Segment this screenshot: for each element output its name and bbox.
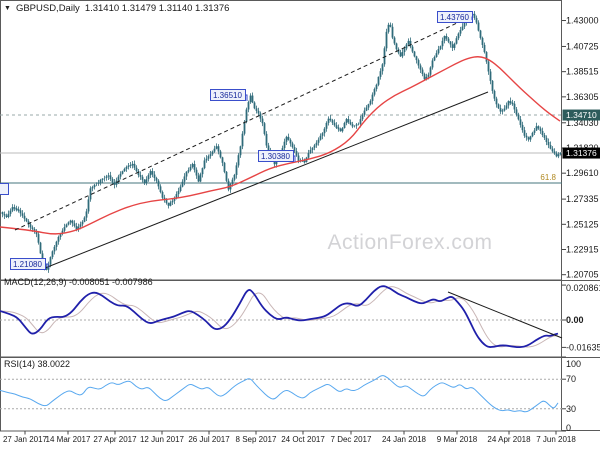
y-axis-tick-label: 1.34030 [566,118,599,128]
date-tick-label: 24 Apr 2018 [487,435,531,444]
price-label-text: 1.36510 [213,91,242,100]
price-label-connector [471,16,473,20]
date-tick-label: 14 Mar 2017 [46,435,91,444]
macd-trendline [447,291,563,339]
macd-axis-label: 0.00 [566,315,584,325]
date-tick-label: 7 Jun 2018 [536,435,576,444]
y-axis-tick-label: 1.27335 [566,194,599,204]
current-price-axis-label: 1.31376 [566,148,597,158]
date-tick-label: 7 Dec 2017 [331,435,372,444]
price-label-text: 1.43760 [440,13,469,22]
date-tick-label: 24 Oct 2017 [281,435,325,444]
rsi-axis-label: 30 [566,404,576,414]
current-price-axis-label-box [562,147,600,159]
date-tick-label: 27 Apr 2017 [93,435,137,444]
price-label-text: 1.30380 [261,152,290,161]
resistance-axis-label: 1.34710 [566,110,597,120]
y-axis-tick-label: 1.29610 [566,168,599,178]
y-axis-tick-label: 1.22915 [566,245,599,255]
macd-axis-label: 0.020861 [566,283,600,293]
y-axis-tick-label: 1.36305 [566,92,599,102]
date-tick-label: 26 Jul 2017 [188,435,230,444]
price-label-text: 1.21080 [13,260,42,269]
date-tick-label: 9 Mar 2018 [437,435,478,444]
macd-line [0,285,559,349]
symbol-timeframe-label: GBPUSD,Daily [15,3,80,14]
y-axis-tick-label: 1.38515 [566,67,599,77]
rsi-axis-label: 100 [566,359,581,369]
y-axis-tick-label: 1.20705 [566,270,599,280]
date-tick-label: 27 Jan 2017 [3,435,48,444]
moving-average-line [0,56,561,235]
macd-indicator-label: MACD(12,26,9) -0.008051 -0.007986 [4,277,153,287]
date-tick-label: 8 Sep 2017 [236,435,277,444]
price-label-connector [45,263,49,268]
chart-title-bar: ▼ GBPUSD,Daily 1.31410 1.31479 1.31140 1… [4,3,229,14]
rsi-axis-label: 0 [566,423,571,433]
ohlc-values-label: 1.31410 1.31479 1.31140 1.31376 [84,3,230,14]
fib-level-label: 61.8 [540,173,556,182]
watermark: ActionForex.com [327,231,493,254]
rsi-panel-border [0,357,562,432]
y-axis-tick-label: 1.43000 [566,16,599,26]
rsi-line [0,375,559,413]
price-label-box [0,183,9,195]
date-tick-label: 24 Jan 2018 [382,435,427,444]
collapse-triangle-icon: ▼ [4,5,11,12]
y-axis-tick-label: 1.25125 [566,219,599,229]
rsi-axis-label: 70 [566,374,576,384]
channel-dashed-trendline [14,15,473,231]
y-axis-tick-label: 1.40725 [566,41,599,51]
price-label-connector [293,155,296,162]
resistance-axis-label-box [562,109,600,121]
date-tick-label: 12 Jun 2017 [140,435,185,444]
macd-signal-line [0,286,559,348]
macd-axis-label: -0.016357 [566,342,600,352]
rsi-indicator-label: RSI(14) 38.0022 [4,359,71,369]
price-label-connector [245,94,248,101]
support-trendline [44,91,489,269]
